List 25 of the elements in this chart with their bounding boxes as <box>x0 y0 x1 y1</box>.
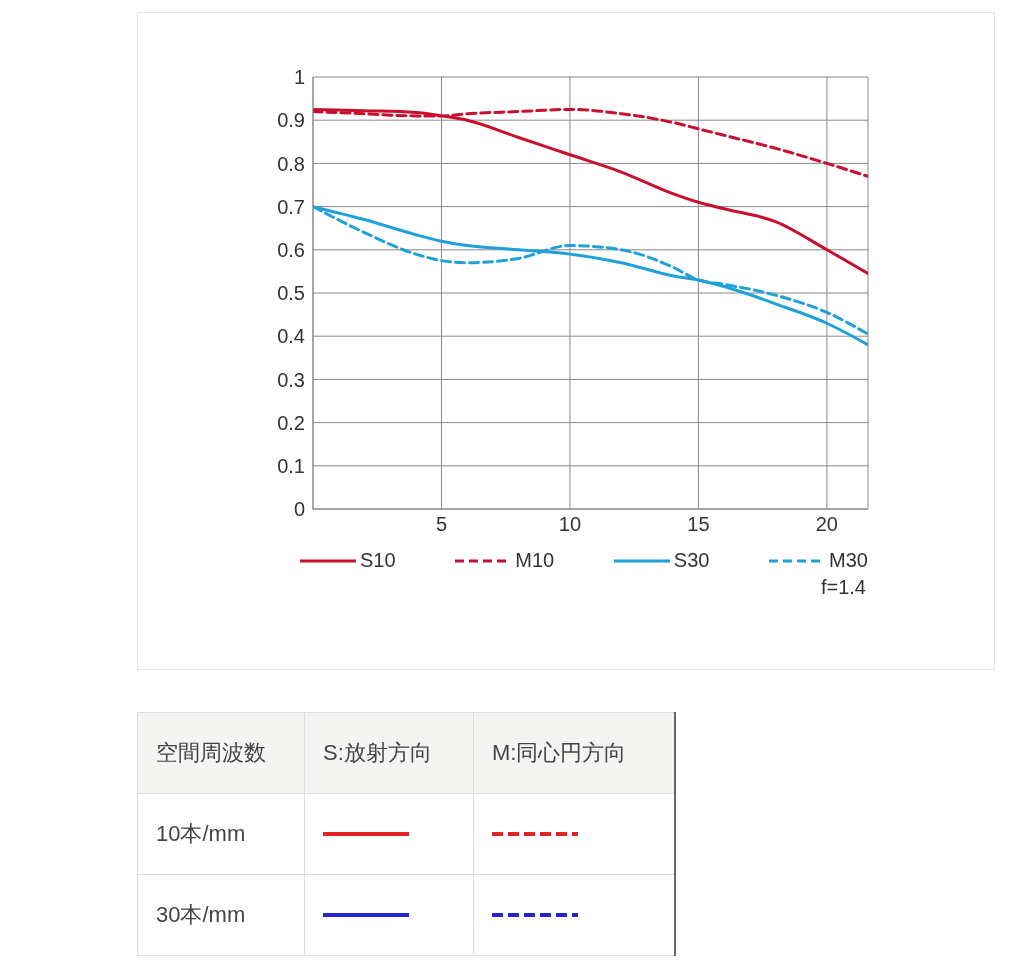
y-tick-label: 0.5 <box>277 282 305 305</box>
text: S:放射方向 <box>304 712 474 794</box>
y-tick-label: 0.8 <box>277 152 305 175</box>
legend-label: S30 <box>673 549 710 572</box>
y-tick-label: 1 <box>293 66 305 89</box>
y-tick-label: 0 <box>293 498 305 521</box>
text: f=1.4 <box>820 576 866 599</box>
y-tick-label: 0.4 <box>277 325 305 348</box>
x-tick-label: 15 <box>687 513 710 536</box>
x-tick-label: 20 <box>815 513 839 536</box>
text: M:同心円方向 <box>473 712 675 794</box>
text: 空間周波数 <box>137 712 305 794</box>
x-tick-label: 5 <box>435 513 448 536</box>
y-tick-label: 0.6 <box>277 238 305 261</box>
y-tick-label: 0.3 <box>277 368 305 391</box>
y-tick-label: 0.7 <box>277 195 305 218</box>
y-tick-label: 0.2 <box>277 411 305 434</box>
y-tick-label: 0.9 <box>277 109 305 132</box>
legend-label: M10 <box>515 549 555 572</box>
text: 10本/mm <box>137 793 305 875</box>
text: 30本/mm <box>137 874 305 956</box>
y-tick-label: 0.1 <box>277 454 305 477</box>
x-tick-label: 10 <box>558 513 582 536</box>
legend-label: S10 <box>360 549 396 572</box>
legend-label: M30 <box>829 549 868 572</box>
